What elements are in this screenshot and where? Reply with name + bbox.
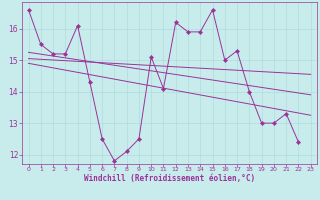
X-axis label: Windchill (Refroidissement éolien,°C): Windchill (Refroidissement éolien,°C) xyxy=(84,174,255,183)
